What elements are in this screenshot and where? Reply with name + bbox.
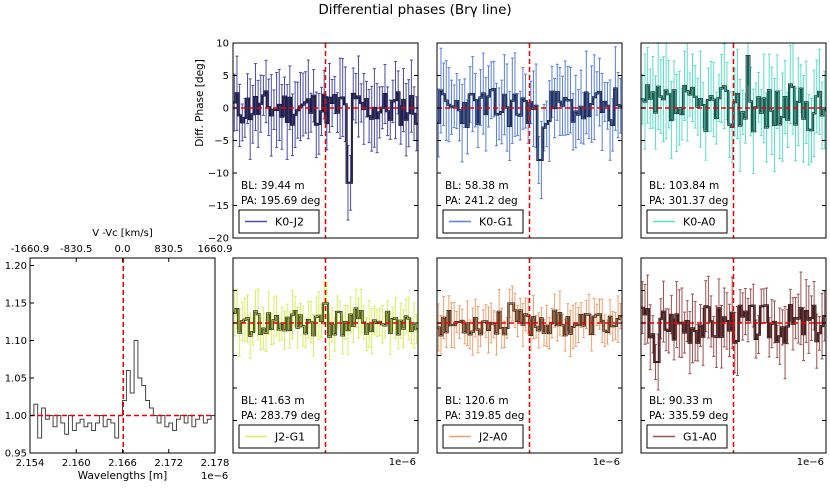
legend-box [442, 424, 524, 449]
baseline-label: BL: 41.63 m [241, 395, 305, 407]
position-angle-label: PA: 319.85 deg [445, 410, 524, 422]
y-tick-label: 1.10 [5, 336, 27, 347]
y-tick-label: −10 [208, 169, 229, 180]
x-offset-label: 1e−6 [797, 457, 824, 468]
legend: K0-G1 [442, 209, 524, 234]
x-axis-label: Wavelengths [m] [78, 470, 168, 482]
top-tick-label: 1660.9 [198, 244, 233, 255]
legend-label: J2-G1 [274, 431, 305, 444]
baseline-label: BL: 39.44 m [241, 180, 305, 192]
phase-panel-K0-A0: BL: 103.84 m PA: 301.37 deg K0-A0 [640, 42, 827, 239]
spectrum-panel: 2.154 2.160 2.166 2.172 2.178 -1660.9 -830.5 0.… [5, 228, 233, 482]
legend-label: G1-A0 [683, 431, 717, 444]
x-offset-label: 1e−6 [593, 457, 620, 468]
y-tick-label: −20 [208, 234, 229, 245]
x-offset-label: 1e−6 [201, 471, 228, 482]
top-tick-label: -830.5 [60, 244, 92, 255]
y-tick-label: 0 [223, 104, 229, 115]
position-angle-label: PA: 301.37 deg [649, 195, 728, 207]
legend: J2-G1 [238, 424, 320, 449]
legend-label: J2-A0 [478, 431, 508, 444]
position-angle-label: PA: 335.59 deg [649, 410, 728, 422]
phase-panel-G1-A0: BL: 90.33 m PA: 335.59 deg G1-A0 1e−6 [640, 257, 827, 468]
legend: G1-A0 [646, 424, 728, 449]
baseline-label: BL: 103.84 m [649, 180, 719, 192]
legend-box [646, 209, 728, 234]
y-tick-label: 0.95 [5, 449, 27, 460]
y-tick-label: −5 [214, 136, 229, 147]
baseline-label: BL: 58.38 m [445, 180, 509, 192]
y-tick-label: 1.15 [5, 299, 27, 310]
legend-box [238, 424, 320, 449]
legend-box [646, 424, 728, 449]
y-tick-label: 1.20 [5, 261, 27, 272]
y-tick-label: 5 [223, 71, 229, 82]
y-tick-label: 1.00 [5, 411, 27, 422]
top-tick-label: 0.0 [115, 244, 131, 255]
legend: K0-J2 [238, 209, 320, 234]
spectrum-line [30, 340, 216, 439]
phase-panel-J2-A0: BL: 120.6 m PA: 319.85 deg J2-A0 1e−6 [436, 257, 623, 468]
phase-line-inner [437, 88, 622, 161]
legend-box [442, 209, 524, 234]
legend-label: K0-G1 [479, 216, 513, 229]
y-tick-label: −15 [208, 201, 229, 212]
x-tick-label: 2.154 [16, 458, 45, 469]
position-angle-label: PA: 195.69 deg [241, 195, 320, 207]
legend-label: K0-J2 [275, 216, 304, 229]
phase-line-inner [233, 303, 418, 337]
top-tick-label: 830.5 [154, 244, 183, 255]
x-tick-label: 2.172 [154, 458, 183, 469]
x-tick-label: 2.178 [201, 458, 230, 469]
position-angle-label: PA: 241.2 deg [445, 195, 518, 207]
x-offset-label: 1e−6 [389, 457, 416, 468]
phase-panel-K0-G1: BL: 58.38 m PA: 241.2 deg K0-G1 [436, 42, 623, 239]
legend: J2-A0 [442, 424, 524, 449]
top-tick-label: -1660.9 [11, 244, 50, 255]
spectrum-frame [29, 257, 216, 454]
phase-panel-K0-J2: 10 5 0 −5 −10 −15 −20 Diff. Phase [deg] BL: 39.4… [194, 39, 419, 245]
x-tick-label: 2.166 [108, 458, 137, 469]
phase-panel-J2-G1: BL: 41.63 m PA: 283.79 deg J2-G1 1e−6 [232, 257, 419, 468]
baseline-label: BL: 90.33 m [649, 395, 713, 407]
legend: K0-A0 [646, 209, 728, 234]
y-tick-label: 1.05 [5, 374, 27, 385]
baseline-label: BL: 120.6 m [445, 395, 509, 407]
phase-line-inner [641, 55, 826, 132]
x-tick-label: 2.160 [62, 458, 91, 469]
phase-line-inner [437, 303, 622, 336]
y-axis-label: Diff. Phase [deg] [194, 59, 206, 147]
position-angle-label: PA: 283.79 deg [241, 410, 320, 422]
legend-box [238, 209, 320, 234]
panels: 2.154 2.160 2.166 2.172 2.178 -1660.9 -830.5 0.… [5, 39, 827, 482]
figure-title: Differential phases (Brγ line) [318, 2, 511, 18]
legend-label: K0-A0 [683, 216, 715, 229]
y-tick-label: 10 [216, 39, 229, 50]
top-axis-label: V -Vc [km/s] [92, 228, 153, 239]
